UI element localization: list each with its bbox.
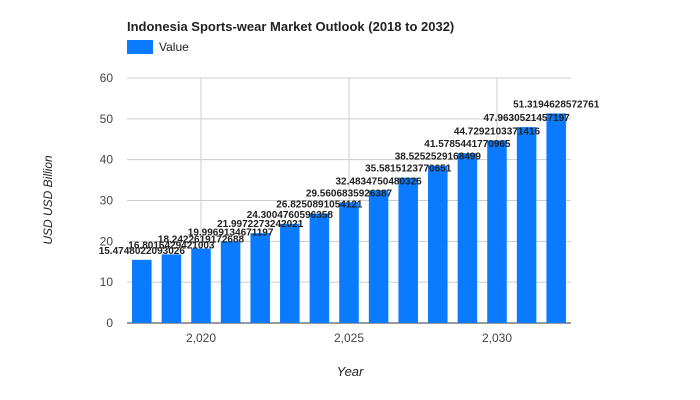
bar [398,177,418,323]
data-label: 26.8250891054121 [276,199,363,210]
data-label-layer: 15.474802209302616.801642942100318.24226… [99,99,600,256]
bar [368,190,389,323]
data-label: 21.9972273242021 [217,219,304,230]
axis-layer: 0 10 20 30 40 50 60 2,020 2,025 2,030 [100,71,513,345]
data-label: 51.3194628572761 [513,99,600,110]
y-tick-label: 10 [100,275,114,289]
legend-swatch [127,40,153,54]
x-tick-label: 2,025 [334,331,364,345]
chart-title: Indonesia Sports-wear Market Outlook (20… [127,19,455,34]
bar [457,153,478,323]
data-label: 29.5606835926387 [306,188,393,199]
data-label: 16.8016429421003 [128,240,215,251]
bar-layer [132,113,566,323]
bar [546,113,566,323]
y-tick-label: 0 [106,316,113,330]
data-label: 19.9969134671197 [188,227,274,238]
data-label: 38.5252529168499 [395,152,482,163]
bar [250,233,270,323]
data-label: 15.4748022093026 [99,246,186,257]
bar [309,213,330,323]
x-tick-label: 2,030 [482,331,512,345]
y-tick-label: 20 [100,234,114,248]
data-label: 41.5785441770965 [424,139,511,150]
bar [220,241,241,323]
bar [339,202,359,323]
bar [487,140,507,323]
data-label: 24.3004760596358 [247,210,334,221]
data-label: 32.4834750480326 [335,176,422,187]
data-label: 18.2422619172688 [158,235,245,246]
bar [280,223,300,323]
legend-label: Value [159,40,189,54]
y-tick-label: 50 [100,112,114,126]
bar [428,165,448,323]
bar [191,248,211,323]
legend: Value [127,40,189,54]
data-label: 47.9630521457197 [483,113,570,124]
y-tick-label: 60 [100,71,114,85]
bar [132,259,152,323]
y-axis-title: USD USD Billion [41,155,55,245]
y-tick-label: 30 [100,194,114,208]
x-axis-title: Year [337,364,364,379]
bar [516,127,537,323]
data-label: 44.7292103371416 [454,126,541,137]
data-label: 35.5815123770651 [365,164,452,175]
y-tick-label: 40 [100,153,114,167]
x-tick-label: 2,020 [186,331,216,345]
bar [161,254,182,323]
